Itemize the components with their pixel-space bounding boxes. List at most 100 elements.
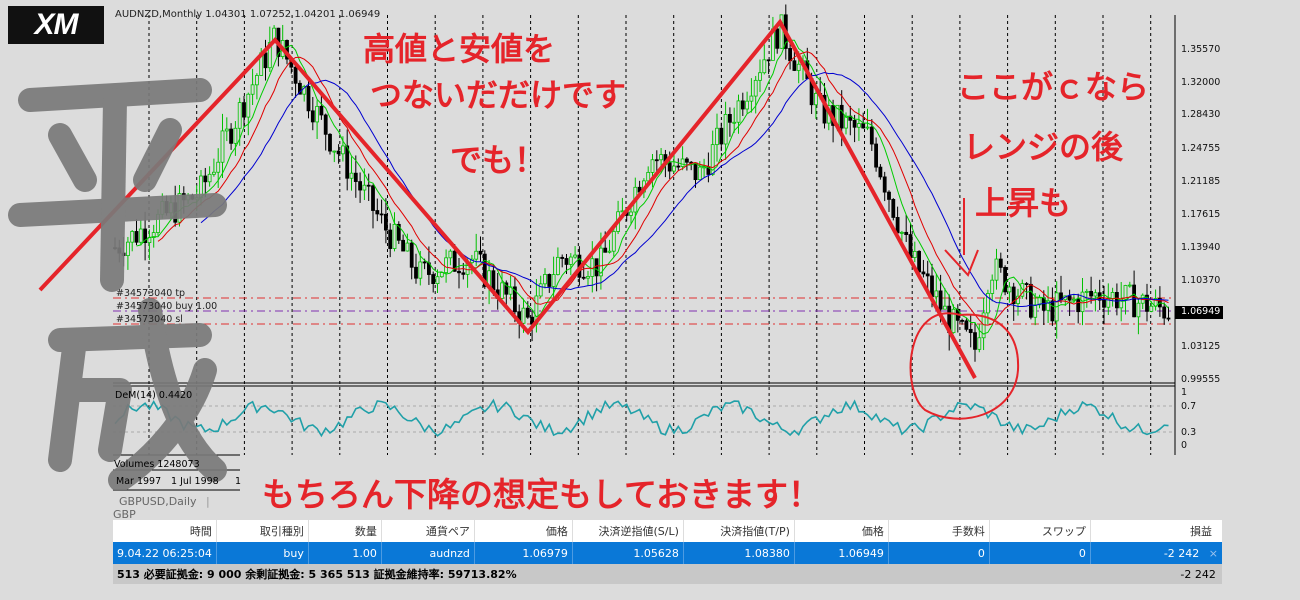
candle-body xyxy=(998,258,1003,268)
candle-body xyxy=(1011,286,1016,305)
candle-body xyxy=(513,286,517,313)
candle-body xyxy=(366,184,371,187)
close-order-icon[interactable]: × xyxy=(1208,546,1218,560)
candle-body xyxy=(938,290,943,310)
time-label-2: 1 Jul 1998 xyxy=(171,476,219,487)
candle-body xyxy=(568,256,573,265)
col-open-price[interactable]: 価格 xyxy=(474,520,573,542)
candle-body xyxy=(1050,300,1055,322)
account-summary: 513 必要証拠金: 9 000 余剰証拠金: 5 365 513 証拠金維持率… xyxy=(113,564,990,584)
candle-body xyxy=(1076,298,1081,313)
table-header: 時間 取引種別 数量 通貨ペア 価格 決済逆指値(S/L) 決済指値(T/P) … xyxy=(113,520,1222,542)
candle-body xyxy=(482,253,487,287)
candle-body xyxy=(728,114,732,123)
candle-body xyxy=(852,119,857,128)
candle-body xyxy=(650,159,655,173)
candle-body xyxy=(723,114,728,145)
candle-body xyxy=(538,283,543,297)
col-commission[interactable]: 手数料 xyxy=(888,520,990,542)
candle-body xyxy=(844,115,848,129)
candle-body xyxy=(891,199,896,218)
candle-body xyxy=(732,121,737,124)
candle-body xyxy=(865,126,870,129)
cell-type: buy xyxy=(216,542,309,564)
sl-label: #34573040 sl xyxy=(116,314,183,325)
annotation-right1: ここがｃなら xyxy=(957,68,1150,106)
candle-body xyxy=(749,95,754,102)
candle-body xyxy=(242,102,246,118)
candle-body xyxy=(328,133,332,152)
candle-body xyxy=(1166,317,1171,320)
candle-body xyxy=(654,159,659,162)
cell-swap: 0 xyxy=(989,542,1091,564)
tab-gbp[interactable]: GBP xyxy=(113,508,136,521)
candle-body xyxy=(685,158,689,163)
candle-body xyxy=(951,308,956,334)
candle-body xyxy=(1132,284,1136,318)
candle-body xyxy=(573,254,577,258)
candle-body xyxy=(457,270,461,274)
col-tp[interactable]: 決済指値(T/P) xyxy=(683,520,795,542)
cell-symbol: audnzd xyxy=(381,542,475,564)
candle-body xyxy=(917,250,921,273)
price-axis-label: 0.99555 xyxy=(1181,374,1221,385)
summary-row: 513 必要証拠金: 9 000 余剰証拠金: 5 365 513 証拠金維持率… xyxy=(113,564,1222,584)
candle-body xyxy=(1110,292,1115,299)
candle-body xyxy=(693,162,698,181)
candle-body xyxy=(543,274,547,285)
candle-body xyxy=(1003,267,1007,293)
col-size[interactable]: 数量 xyxy=(308,520,382,542)
table-row[interactable]: 9.04.22 06:25:04 buy 1.00 audnzd 1.06979… xyxy=(113,542,1222,564)
candle-body xyxy=(1072,298,1076,301)
col-swap[interactable]: スワップ xyxy=(989,520,1091,542)
candle-body xyxy=(323,114,328,135)
candle-body xyxy=(319,105,324,116)
col-symbol[interactable]: 通貨ペア xyxy=(381,520,475,542)
cell-sl: 1.05628 xyxy=(572,542,684,564)
col-price[interactable]: 価格 xyxy=(794,520,889,542)
candle-body xyxy=(375,210,380,215)
cell-open-price: 1.06979 xyxy=(474,542,573,564)
circle-annotation xyxy=(909,312,1020,420)
cell-price: 1.06949 xyxy=(794,542,889,564)
cell-time: 9.04.22 06:25:04 xyxy=(113,542,217,564)
candle-body xyxy=(409,242,414,268)
candle-body xyxy=(715,127,719,146)
candle-body xyxy=(882,176,887,193)
price-axis-label: 1.03125 xyxy=(1181,341,1221,353)
candle-body xyxy=(925,273,930,277)
candle-body xyxy=(921,271,926,275)
candle-body xyxy=(560,256,565,259)
price-axis-label: 1.21185 xyxy=(1181,175,1221,187)
summary-profit: -2 242 xyxy=(1090,564,1222,584)
candle-body xyxy=(418,261,423,279)
dem-label: DeM(14) 0.4420 xyxy=(115,390,193,401)
col-sl[interactable]: 決済逆指値(S/L) xyxy=(572,520,684,542)
candle-body xyxy=(220,130,225,163)
candle-body xyxy=(233,127,238,144)
candle-body xyxy=(1016,295,1020,305)
candle-body xyxy=(448,250,453,259)
candle-body xyxy=(603,247,608,253)
candle-body xyxy=(306,86,311,112)
tab-gbpusd-daily[interactable]: GBPUSD,Daily xyxy=(119,495,197,508)
col-time[interactable]: 時間 xyxy=(113,520,217,542)
candle-body xyxy=(151,232,156,238)
price-axis-label: 1.10370 xyxy=(1181,274,1221,286)
trend-annotation xyxy=(38,18,1020,420)
candle-body xyxy=(229,128,234,144)
candle-body xyxy=(349,172,354,179)
col-type[interactable]: 取引種別 xyxy=(216,520,309,542)
candle-body xyxy=(1024,283,1029,285)
candle-body xyxy=(452,250,457,272)
cell-commission: 0 xyxy=(888,542,990,564)
candle-body xyxy=(667,162,672,172)
cell-tp: 1.08380 xyxy=(683,542,795,564)
col-profit[interactable]: 損益 xyxy=(1190,525,1212,538)
candle-body xyxy=(1033,304,1038,318)
candle-body xyxy=(792,60,797,71)
candle-body xyxy=(1102,299,1106,308)
candle-body xyxy=(564,258,569,265)
candle-body xyxy=(607,250,612,253)
